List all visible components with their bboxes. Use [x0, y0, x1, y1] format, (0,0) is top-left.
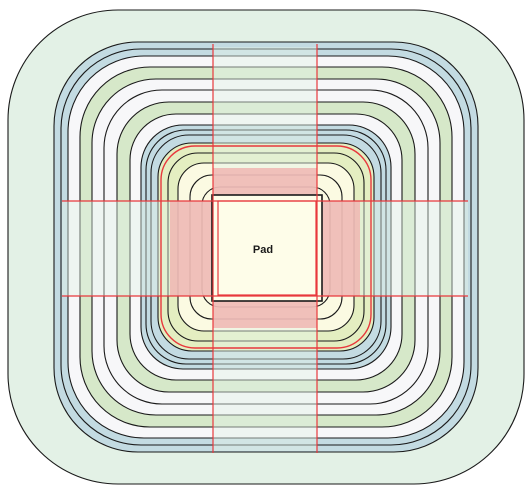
pad-square [211, 194, 323, 302]
concentric-rings [7, 9, 525, 485]
pad-label: Pad [253, 244, 273, 256]
guide-lines [62, 44, 468, 453]
highlight-ring [160, 145, 372, 349]
pad [211, 194, 323, 302]
